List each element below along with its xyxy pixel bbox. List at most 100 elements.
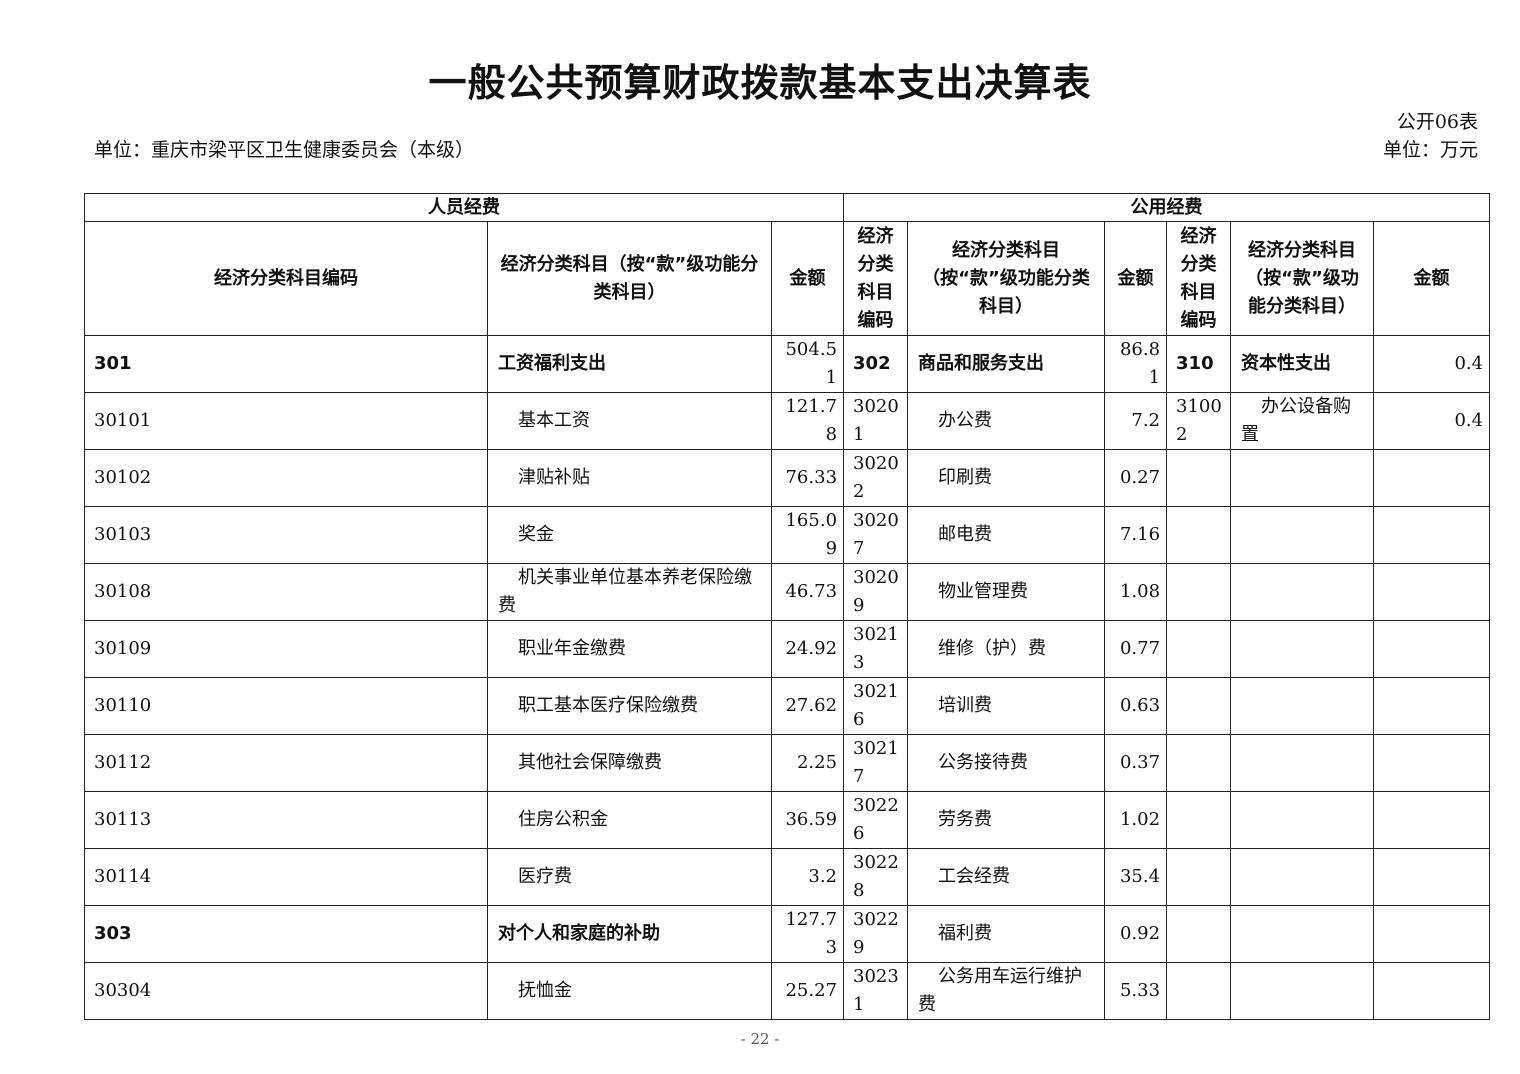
cell-amount: 0.4 [1373,392,1491,450]
header-amount-right: 金额 [1373,221,1491,336]
currency-unit: 单位：万元 [1382,139,1478,161]
cell-amount: 0.37 [1104,734,1168,792]
cell-code: 30202 [843,449,909,507]
cell-code: 30102 [84,449,488,507]
cell-amount [1373,506,1491,564]
cell-name [1230,848,1375,906]
cell-name: 对个人和家庭的补助 [487,905,772,963]
cell-amount: 36.59 [770,791,845,849]
cell-amount: 7.2 [1104,392,1168,450]
cell-name: 资本性支出 [1230,335,1375,393]
cell-name: 基本工资 [487,392,772,450]
cell-name: 邮电费 [907,506,1106,564]
table-row: 30113 住房公积金 36.59 30226 劳务费 1.02 [84,791,1491,849]
cell-code: 30231 [843,962,909,1020]
cell-amount: 0.27 [1104,449,1168,507]
cell-amount: 2.25 [770,734,845,792]
cell-amount: 3.2 [770,848,845,906]
cell-code [1166,563,1232,621]
cell-amount: 46.73 [770,563,845,621]
cell-name: 维修（护）费 [907,620,1106,678]
cell-name: 医疗费 [487,848,772,906]
cell-amount [1373,962,1491,1020]
cell-code: 30217 [843,734,909,792]
cell-name: 工资福利支出 [487,335,772,393]
expenditure-table: 人员经费 公用经费 经济分类科目编码 经济分类科目（按“款”级功能分类科目） 金… [83,193,1491,1020]
cell-code [1166,791,1232,849]
cell-amount: 27.62 [770,677,845,735]
cell-code: 30110 [84,677,488,735]
cell-amount: 121.78 [770,392,845,450]
cell-name: 抚恤金 [487,962,772,1020]
cell-name: 职业年金缴费 [487,620,772,678]
cell-code [1166,734,1232,792]
cell-code: 303 [84,905,488,963]
header-name-mid: 经济分类科目（按“款”级功能分类科目） [907,221,1106,336]
cell-name [1230,791,1375,849]
cell-name: 公务用车运行维护费 [907,962,1106,1020]
cell-code: 30201 [843,392,909,450]
table-row: 30108 机关事业单位基本养老保险缴费 46.73 30209 物业管理费 1.08 [84,563,1491,621]
header-code-mid: 经济分类科目编码 [843,221,909,336]
cell-name: 办公设备购置 [1230,392,1375,450]
cell-code: 31002 [1166,392,1232,450]
cell-code: 302 [843,335,909,393]
cell-name [1230,506,1375,564]
unit-organization: 单位：重庆市梁平区卫生健康委员会（本级） [94,139,475,161]
cell-name: 印刷费 [907,449,1106,507]
cell-code: 30108 [84,563,488,621]
cell-code [1166,962,1232,1020]
cell-code: 30114 [84,848,488,906]
table-body: 301 工资福利支出 504.51 302 商品和服务支出 86.81 310 资本性支出 0.… [84,335,1491,1020]
cell-code: 301 [84,335,488,393]
cell-amount [1373,677,1491,735]
cell-name [1230,449,1375,507]
cell-code: 30228 [843,848,909,906]
cell-amount [1373,734,1491,792]
cell-code: 30101 [84,392,488,450]
cell-code: 30229 [843,905,909,963]
cell-code [1166,620,1232,678]
table-row: 301 工资福利支出 504.51 302 商品和服务支出 86.81 310 资本性支出 0.… [84,335,1491,393]
cell-name: 津贴补贴 [487,449,772,507]
cell-name: 职工基本医疗保险缴费 [487,677,772,735]
form-number: 公开06表 [1396,111,1478,133]
cell-code: 30209 [843,563,909,621]
header-code-right: 经济分类科目编码 [1166,221,1232,336]
cell-code: 30216 [843,677,909,735]
table-row: 30112 其他社会保障缴费 2.25 30217 公务接待费 0.37 [84,734,1491,792]
cell-name: 培训费 [907,677,1106,735]
cell-amount: 7.16 [1104,506,1168,564]
cell-amount: 0.92 [1104,905,1168,963]
table-row: 30109 职业年金缴费 24.92 30213 维修（护）费 0.77 [84,620,1491,678]
header-code: 经济分类科目编码 [84,221,488,336]
group-personnel: 人员经费 [83,193,845,222]
cell-name [1230,677,1375,735]
cell-name: 住房公积金 [487,791,772,849]
cell-amount [1373,791,1491,849]
cell-name: 工会经费 [907,848,1106,906]
cell-name [1230,962,1375,1020]
cell-name: 奖金 [487,506,772,564]
cell-amount: 0.4 [1373,335,1491,393]
cell-name: 其他社会保障缴费 [487,734,772,792]
cell-amount: 0.63 [1104,677,1168,735]
table-row: 30114 医疗费 3.2 30228 工会经费 35.4 [84,848,1491,906]
cell-amount: 127.73 [770,905,845,963]
cell-code: 30112 [84,734,488,792]
group-public: 公用经费 [843,193,1491,222]
cell-name: 物业管理费 [907,563,1106,621]
cell-amount: 165.09 [770,506,845,564]
cell-name: 福利费 [907,905,1106,963]
cell-code: 30207 [843,506,909,564]
cell-code: 30113 [84,791,488,849]
cell-amount [1373,449,1491,507]
page-number: - 22 - [740,1030,780,1048]
cell-code [1166,506,1232,564]
cell-name: 办公费 [907,392,1106,450]
table-row: 30110 职工基本医疗保险缴费 27.62 30216 培训费 0.63 [84,677,1491,735]
cell-code [1166,449,1232,507]
header-amount: 金额 [770,221,845,336]
cell-amount: 86.81 [1104,335,1168,393]
table-row: 30103 奖金 165.09 30207 邮电费 7.16 [84,506,1491,564]
